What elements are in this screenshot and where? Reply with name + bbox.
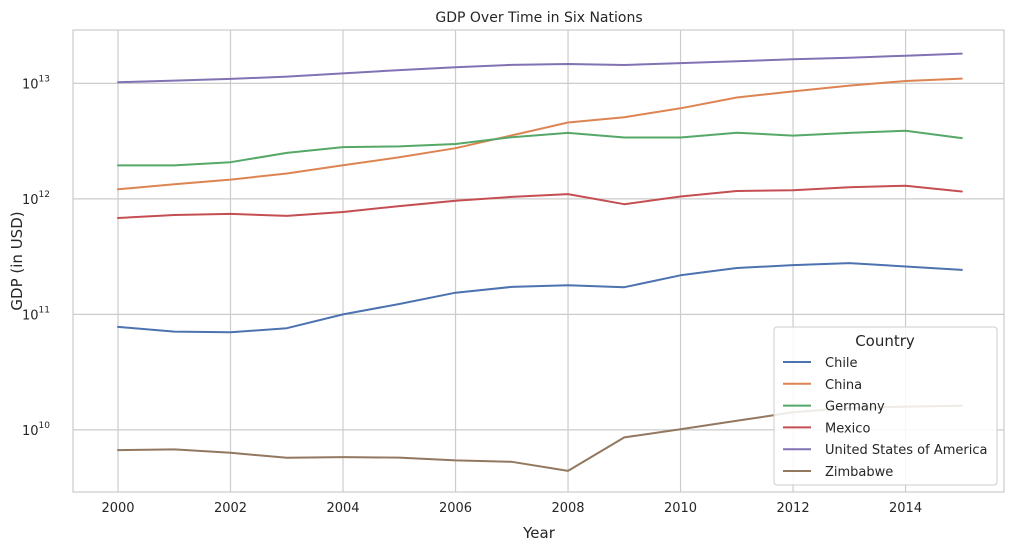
x-tick-label: 2000 — [101, 501, 134, 516]
legend-label: United States of America — [825, 443, 987, 458]
legend-label: Chile — [825, 356, 858, 371]
legend-label: China — [825, 378, 862, 393]
legend-title: Country — [855, 332, 915, 350]
legend: Country Chile China Germany Mexico United St… — [773, 326, 998, 486]
y-tick-label: 1011 — [22, 305, 50, 323]
x-tick-label: 2010 — [664, 501, 697, 516]
x-axis-title: Year — [522, 524, 556, 542]
x-tick-label: 2002 — [214, 501, 247, 516]
x-tick-label: 2004 — [326, 501, 359, 516]
x-tick-label: 2012 — [777, 501, 810, 516]
legend-label: Zimbabwe — [825, 465, 893, 480]
y-axis-title: GDP (in USD) — [8, 211, 26, 310]
plot-frame — [72, 29, 1005, 493]
y-tick-label: 1010 — [22, 421, 50, 439]
series-line-germany — [117, 129, 963, 167]
series-lines — [117, 52, 963, 472]
series-line-mexico — [117, 184, 963, 219]
chart-title: GDP Over Time in Six Nations — [435, 10, 642, 26]
x-tick-labels: 2000 2002 2004 2006 2008 2010 2012 2014 — [101, 501, 922, 516]
legend-label: Germany — [825, 400, 885, 415]
x-tick-label: 2008 — [551, 501, 584, 516]
y-tick-label: 1012 — [22, 190, 50, 208]
x-tick-label: 2006 — [439, 501, 472, 516]
series-line-china — [117, 77, 963, 191]
legend-label: Mexico — [825, 421, 870, 436]
series-line-united-states-of-america — [117, 52, 963, 84]
x-tick-label: 2014 — [889, 501, 922, 516]
axes-frame — [72, 29, 1005, 493]
legend-box — [773, 326, 998, 486]
legend-items: Chile China Germany Mexico United States of … — [783, 356, 987, 480]
y-tick-labels: 1010 1011 1012 1013 — [22, 74, 50, 439]
y-tick-label: 1013 — [22, 74, 50, 92]
series-line-chile — [117, 262, 963, 334]
